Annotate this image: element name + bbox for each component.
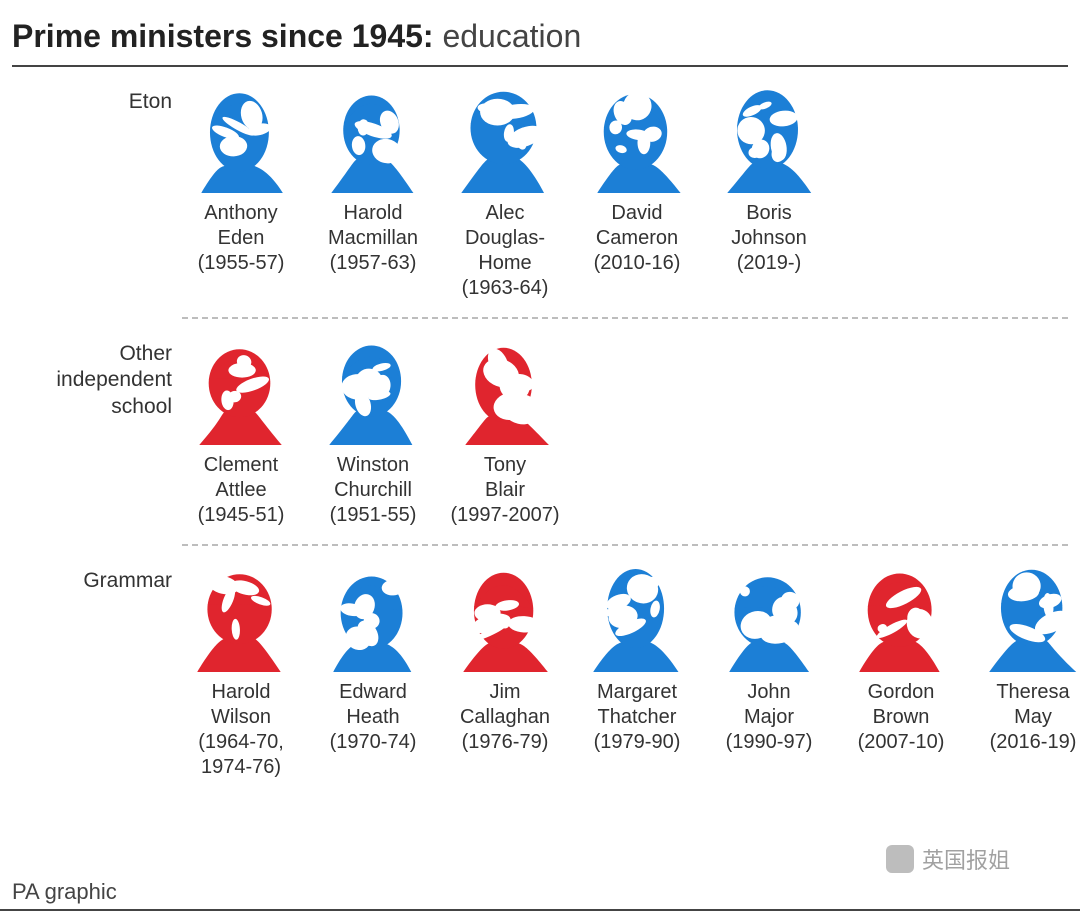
person-name: TonyBlair xyxy=(444,453,566,503)
person-years: (2019-) xyxy=(708,251,830,276)
portrait-icon xyxy=(193,337,289,447)
person-name: ClementAttlee xyxy=(180,453,302,503)
portrait-icon xyxy=(589,564,685,674)
person-name: HaroldMacmillan xyxy=(312,201,434,251)
person-name: JohnMajor xyxy=(708,680,830,730)
category-label: Grammar xyxy=(12,564,180,594)
portrait-icon xyxy=(985,564,1080,674)
person-card: AnthonyEden(1955-57) xyxy=(180,85,302,301)
bottom-rule xyxy=(0,909,1080,911)
person-years: (1955-57) xyxy=(180,251,302,276)
portrait-icon xyxy=(457,85,553,195)
row-divider xyxy=(182,317,1068,319)
title-bold: Prime ministers since 1945: xyxy=(12,18,434,54)
person-card: TonyBlair(1997-2007) xyxy=(444,337,566,528)
person-years: (1979-90) xyxy=(576,730,698,755)
people-list: HaroldWilson(1964-70,1974-76) EdwardHeat… xyxy=(180,564,1080,780)
person-name: GordonBrown xyxy=(840,680,962,730)
portrait-icon xyxy=(853,564,949,674)
person-card: EdwardHeath(1970-74) xyxy=(312,564,434,780)
portrait-icon xyxy=(589,85,685,195)
person-card: JohnMajor(1990-97) xyxy=(708,564,830,780)
person-card: HaroldMacmillan(1957-63) xyxy=(312,85,434,301)
person-name: JimCallaghan xyxy=(444,680,566,730)
watermark-icon xyxy=(886,845,914,873)
person-card: GordonBrown(2007-10) xyxy=(840,564,962,780)
watermark: 英国报姐 xyxy=(886,843,1010,875)
person-years: (1990-97) xyxy=(708,730,830,755)
person-years: (1976-79) xyxy=(444,730,566,755)
portrait-icon xyxy=(721,564,817,674)
person-card: MargaretThatcher(1979-90) xyxy=(576,564,698,780)
person-card: AlecDouglas-Home(1963-64) xyxy=(444,85,566,301)
infographic-title: Prime ministers since 1945: education xyxy=(12,18,1068,55)
category-row: Other independent school ClementAttlee(1… xyxy=(12,333,1068,542)
watermark-text: 英国报姐 xyxy=(922,843,1010,875)
category-row: Eton AnthonyEden(1955-57) HaroldMacmilla… xyxy=(12,81,1068,315)
person-name: TheresaMay xyxy=(972,680,1080,730)
person-years: (1957-63) xyxy=(312,251,434,276)
person-name: EdwardHeath xyxy=(312,680,434,730)
person-name: DavidCameron xyxy=(576,201,698,251)
source-credit: PA graphic xyxy=(12,879,117,905)
person-name: BorisJohnson xyxy=(708,201,830,251)
portrait-icon xyxy=(193,564,289,674)
portrait-icon xyxy=(457,564,553,674)
person-card: BorisJohnson(2019-) xyxy=(708,85,830,301)
portrait-icon xyxy=(325,337,421,447)
person-name: AlecDouglas-Home xyxy=(444,201,566,276)
portrait-icon xyxy=(721,85,817,195)
person-years: (1997-2007) xyxy=(444,503,566,528)
person-years: (1970-74) xyxy=(312,730,434,755)
person-years: (2016-19) xyxy=(972,730,1080,755)
people-list: ClementAttlee(1945-51) WinstonChurchill(… xyxy=(180,337,566,528)
category-label: Eton xyxy=(12,85,180,115)
person-years: (1945-51) xyxy=(180,503,302,528)
person-name: MargaretThatcher xyxy=(576,680,698,730)
person-years: (2007-10) xyxy=(840,730,962,755)
person-years: (1963-64) xyxy=(444,276,566,301)
people-list: AnthonyEden(1955-57) HaroldMacmillan(195… xyxy=(180,85,830,301)
row-divider xyxy=(182,544,1068,546)
title-rest: education xyxy=(434,18,582,54)
person-years: (2010-16) xyxy=(576,251,698,276)
category-row: Grammar HaroldWilson(1964-70,1974-76) Ed… xyxy=(12,560,1068,794)
person-card: WinstonChurchill(1951-55) xyxy=(312,337,434,528)
infographic-container: Prime ministers since 1945: education Et… xyxy=(0,0,1080,794)
person-years: (1964-70,1974-76) xyxy=(180,730,302,780)
person-name: WinstonChurchill xyxy=(312,453,434,503)
portrait-icon xyxy=(193,85,289,195)
person-card: JimCallaghan(1976-79) xyxy=(444,564,566,780)
portrait-icon xyxy=(325,564,421,674)
category-label: Other independent school xyxy=(12,337,180,420)
top-rule xyxy=(12,65,1068,67)
person-card: DavidCameron(2010-16) xyxy=(576,85,698,301)
person-years: (1951-55) xyxy=(312,503,434,528)
person-card: TheresaMay(2016-19) xyxy=(972,564,1080,780)
portrait-icon xyxy=(457,337,553,447)
rows-area: Eton AnthonyEden(1955-57) HaroldMacmilla… xyxy=(12,81,1068,794)
person-card: ClementAttlee(1945-51) xyxy=(180,337,302,528)
person-name: HaroldWilson xyxy=(180,680,302,730)
portrait-icon xyxy=(325,85,421,195)
person-name: AnthonyEden xyxy=(180,201,302,251)
person-card: HaroldWilson(1964-70,1974-76) xyxy=(180,564,302,780)
